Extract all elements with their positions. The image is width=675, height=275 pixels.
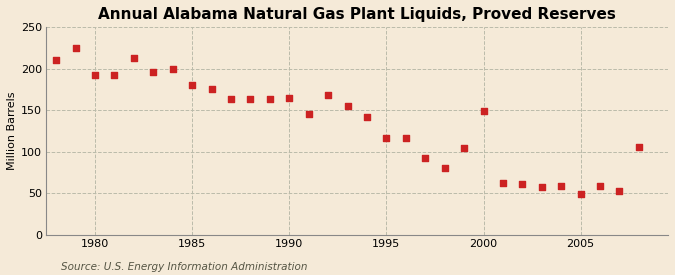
Point bbox=[284, 96, 294, 100]
Point bbox=[595, 183, 605, 188]
Point bbox=[439, 166, 450, 170]
Point bbox=[497, 181, 508, 185]
Point bbox=[381, 135, 392, 140]
Point bbox=[400, 136, 411, 141]
Point bbox=[634, 145, 645, 149]
Point bbox=[420, 155, 431, 160]
Point bbox=[323, 93, 333, 98]
Point bbox=[342, 104, 353, 108]
Y-axis label: Million Barrels: Million Barrels bbox=[7, 92, 17, 170]
Point bbox=[459, 145, 470, 150]
Point bbox=[614, 188, 625, 193]
Point bbox=[245, 97, 256, 102]
Point bbox=[90, 73, 101, 78]
Point bbox=[537, 185, 547, 189]
Point bbox=[148, 70, 159, 74]
Point bbox=[265, 97, 275, 101]
Point bbox=[206, 87, 217, 92]
Point bbox=[225, 97, 236, 101]
Point bbox=[556, 183, 566, 188]
Point bbox=[109, 72, 119, 77]
Point bbox=[303, 112, 314, 117]
Point bbox=[362, 115, 373, 119]
Point bbox=[128, 56, 139, 60]
Point bbox=[517, 182, 528, 186]
Title: Annual Alabama Natural Gas Plant Liquids, Proved Reserves: Annual Alabama Natural Gas Plant Liquids… bbox=[99, 7, 616, 22]
Point bbox=[167, 67, 178, 71]
Text: Source: U.S. Energy Information Administration: Source: U.S. Energy Information Administ… bbox=[61, 262, 307, 272]
Point bbox=[70, 46, 81, 50]
Point bbox=[187, 83, 198, 87]
Point bbox=[575, 192, 586, 196]
Point bbox=[478, 109, 489, 113]
Point bbox=[51, 58, 61, 63]
